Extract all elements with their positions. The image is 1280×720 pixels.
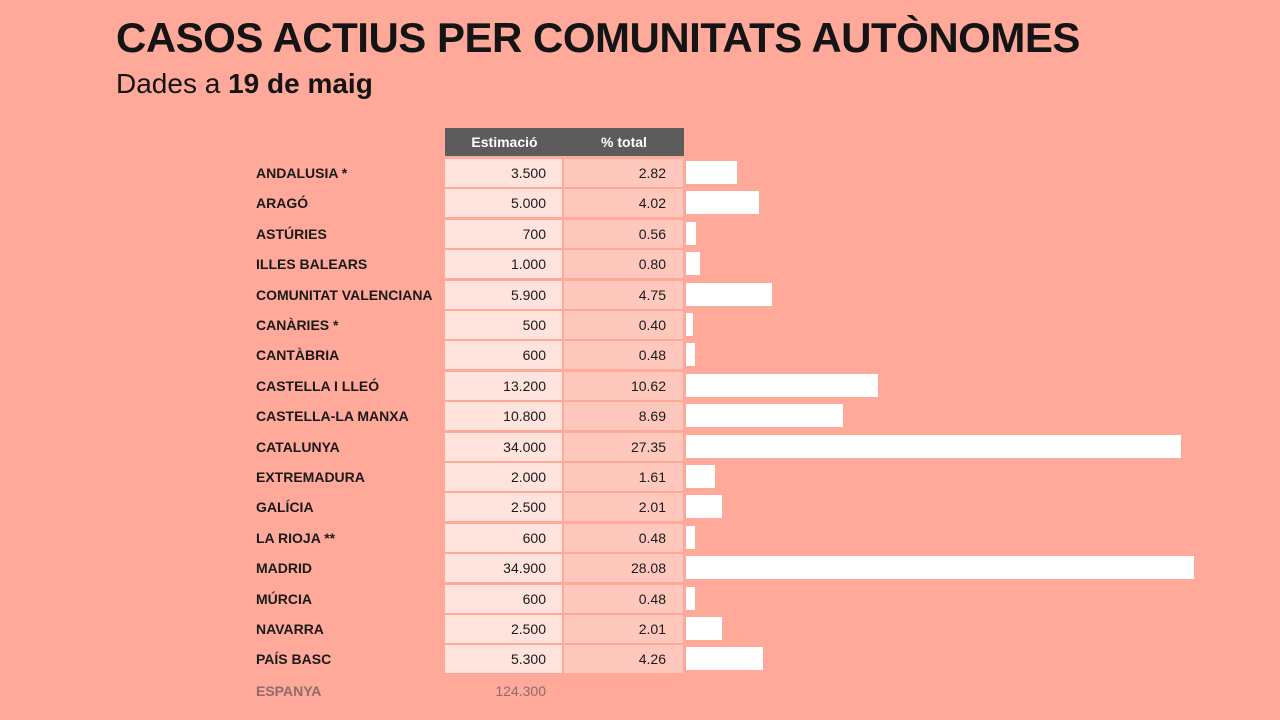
region-label: CANTÀBRIA bbox=[256, 347, 340, 364]
subtitle-prefix: Dades a bbox=[116, 68, 221, 99]
table-row: MÚRCIA 600 0.48 bbox=[0, 584, 1280, 613]
bar bbox=[686, 586, 695, 610]
bar bbox=[686, 373, 879, 397]
estimacio-cell: 34.000 bbox=[445, 432, 562, 461]
table-row: EXTREMADURA 2.000 1.61 bbox=[0, 463, 1280, 491]
region-label: ASTÚRIES bbox=[256, 225, 327, 242]
bar bbox=[686, 465, 716, 488]
pct-total-cell: 2.82 bbox=[564, 159, 683, 187]
estimacio-cell: 700 bbox=[445, 219, 562, 248]
estimacio-cell: 600 bbox=[445, 584, 562, 613]
table-row: CASTELLA I LLEÓ 13.200 10.62 bbox=[0, 371, 1280, 400]
estimacio-cell: 600 bbox=[445, 523, 562, 552]
region-label: CANÀRIES * bbox=[256, 317, 339, 333]
estimacio-cell: 10.800 bbox=[445, 402, 562, 431]
pct-total-cell: 0.48 bbox=[564, 341, 683, 370]
table-row: GALÍCIA 2.500 2.01 bbox=[0, 493, 1280, 522]
pct-total-cell: 0.80 bbox=[564, 250, 683, 279]
region-label: CASTELLA-LA MANXA bbox=[256, 408, 409, 425]
pct-total-cell: 10.62 bbox=[564, 371, 683, 400]
total-label: ESPANYA bbox=[256, 683, 322, 699]
total-value: 124.300 bbox=[495, 683, 546, 699]
bar bbox=[686, 191, 759, 215]
estimacio-cell: 5.000 bbox=[445, 189, 562, 218]
pct-total-cell: 0.40 bbox=[564, 311, 683, 339]
chart-title: CASOS ACTIUS PER COMUNITATS AUTÒNOMES bbox=[116, 14, 1080, 61]
estimacio-cell: 1.000 bbox=[445, 250, 562, 279]
estimacio-cell: 2.500 bbox=[445, 615, 562, 643]
estimacio-cell: 600 bbox=[445, 341, 562, 370]
estimacio-cell: 2.500 bbox=[445, 493, 562, 522]
table-row: ILLES BALEARS 1.000 0.80 bbox=[0, 250, 1280, 279]
pct-total-cell: 28.08 bbox=[564, 554, 683, 583]
pct-total-cell: 8.69 bbox=[564, 402, 683, 431]
bar bbox=[686, 161, 738, 184]
estimacio-cell: 500 bbox=[445, 311, 562, 339]
chart-subtitle: Dades a 19 de maig bbox=[116, 67, 373, 101]
table-row: NAVARRA 2.500 2.01 bbox=[0, 615, 1280, 643]
estimacio-cell: 5.900 bbox=[445, 280, 562, 309]
region-label: ARAGÓ bbox=[256, 195, 309, 212]
pct-total-cell: 4.02 bbox=[564, 189, 683, 218]
pct-total-cell: 27.35 bbox=[564, 432, 683, 461]
pct-total-cell: 0.48 bbox=[564, 523, 683, 552]
bar bbox=[686, 221, 697, 245]
region-label: CASTELLA I LLEÓ bbox=[256, 377, 380, 394]
region-label: CATALUNYA bbox=[256, 438, 340, 455]
pct-total-cell: 2.01 bbox=[564, 615, 683, 643]
table-row: LA RIOJA ** 600 0.48 bbox=[0, 523, 1280, 552]
region-label: COMUNITAT VALENCIANA bbox=[256, 286, 433, 303]
region-label: LA RIOJA ** bbox=[256, 529, 336, 546]
table-row: COMUNITAT VALENCIANA 5.900 4.75 bbox=[0, 280, 1280, 309]
bar bbox=[686, 525, 695, 549]
bar bbox=[686, 404, 844, 428]
region-label: GALÍCIA bbox=[256, 499, 314, 516]
bar bbox=[686, 495, 723, 519]
pct-total-cell: 2.01 bbox=[564, 493, 683, 522]
estimacio-cell: 5.300 bbox=[445, 645, 562, 674]
subtitle-date: 19 de maig bbox=[228, 68, 373, 99]
pct-total-cell: 4.75 bbox=[564, 280, 683, 309]
pct-total-cell: 0.56 bbox=[564, 219, 683, 248]
estimacio-cell: 2.000 bbox=[445, 463, 562, 491]
region-label: EXTREMADURA bbox=[256, 469, 365, 485]
table-row: ASTÚRIES 700 0.56 bbox=[0, 219, 1280, 248]
table-row: CATALUNYA 34.000 27.35 bbox=[0, 432, 1280, 461]
region-label: ANDALUSIA * bbox=[256, 165, 348, 181]
region-label: NAVARRA bbox=[256, 621, 324, 637]
estimacio-cell: 34.900 bbox=[445, 554, 562, 583]
bar bbox=[686, 434, 1181, 458]
bar bbox=[686, 282, 772, 306]
bar bbox=[686, 556, 1194, 580]
region-label: MADRID bbox=[256, 560, 312, 577]
pct-total-cell: 0.48 bbox=[564, 584, 683, 613]
table-row: ARAGÓ 5.000 4.02 bbox=[0, 189, 1280, 218]
region-label: PAÍS BASC bbox=[256, 651, 332, 668]
region-label: ILLES BALEARS bbox=[256, 256, 368, 273]
table-row: CASTELLA-LA MANXA 10.800 8.69 bbox=[0, 402, 1280, 431]
bar bbox=[686, 343, 695, 367]
bar bbox=[686, 617, 723, 640]
estimacio-cell: 3.500 bbox=[445, 159, 562, 187]
column-header-pct-total: % total bbox=[564, 128, 684, 156]
bar bbox=[686, 252, 701, 276]
table-row: PAÍS BASC 5.300 4.26 bbox=[0, 645, 1280, 674]
pct-total-cell: 1.61 bbox=[564, 463, 683, 491]
column-header-estimacio: Estimació bbox=[445, 128, 564, 156]
table-row: MADRID 34.900 28.08 bbox=[0, 554, 1280, 583]
region-label: MÚRCIA bbox=[256, 590, 312, 607]
table-row: ANDALUSIA * 3.500 2.82 bbox=[0, 159, 1280, 187]
pct-total-cell: 4.26 bbox=[564, 645, 683, 674]
table-row: CANTÀBRIA 600 0.48 bbox=[0, 341, 1280, 370]
bar bbox=[686, 313, 694, 336]
bar bbox=[686, 647, 764, 671]
estimacio-cell: 13.200 bbox=[445, 371, 562, 400]
table-row: CANÀRIES * 500 0.40 bbox=[0, 311, 1280, 339]
